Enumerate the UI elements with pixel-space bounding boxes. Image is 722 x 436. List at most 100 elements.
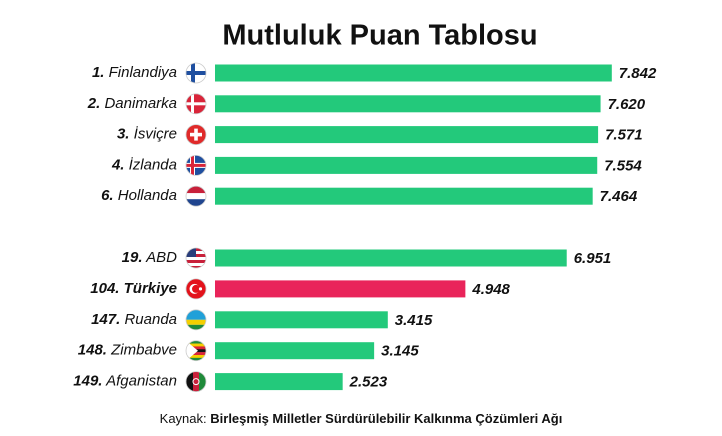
value-label: 7.464 (600, 188, 638, 205)
value-label: 7.571 (605, 127, 643, 144)
flag-part (186, 343, 206, 347)
flag (186, 124, 206, 145)
flag (186, 63, 206, 83)
flag-border (185, 93, 207, 115)
flag-border (185, 278, 207, 300)
country: Türkiye (124, 280, 177, 297)
flag-part (186, 248, 196, 257)
category-label: 149. Afganistan (73, 373, 177, 390)
flag-part (186, 193, 206, 200)
flag (186, 248, 206, 268)
flag (186, 186, 206, 207)
flag-part (192, 284, 200, 293)
flag-part (186, 346, 206, 350)
country: Ruanda (124, 311, 177, 328)
source: Kaynak: Birleşmiş Milletler Sürdürülebil… (160, 411, 563, 426)
country: Zimbabve (110, 342, 177, 359)
category-label: 19. ABD (122, 249, 177, 266)
flag-part (186, 354, 206, 359)
value-label: 4.948 (471, 281, 510, 298)
value-label: 7.620 (608, 96, 646, 113)
flag-border (185, 124, 207, 146)
rank: 104. (90, 280, 119, 297)
flag-part (186, 352, 206, 356)
category-label: 148. Zimbabve (78, 342, 177, 359)
flag-part (198, 287, 203, 291)
rank: 6. (101, 187, 114, 204)
flag-part (186, 340, 198, 361)
flag-border (185, 185, 207, 207)
rank: 19. (122, 249, 143, 266)
flag-part (186, 257, 206, 260)
rank: 1. (92, 64, 105, 81)
value-label: 3.145 (381, 343, 419, 360)
rank: 2. (87, 95, 101, 112)
flag-border (185, 247, 207, 269)
bar (215, 187, 593, 205)
flag-part (186, 263, 206, 266)
country: ABD (145, 249, 177, 266)
category-label: 1. Finlandiya (92, 64, 177, 81)
value-label: 2.523 (349, 374, 388, 391)
rank: 148. (78, 342, 107, 359)
chart-title: Mutluluk Puan Tablosu (222, 20, 537, 52)
rank: 149. (73, 373, 102, 390)
flag-part (186, 260, 206, 263)
flag-part (190, 132, 202, 137)
flag-part (199, 371, 206, 392)
bar (215, 64, 612, 82)
flag-border (185, 340, 207, 362)
country: Danimarka (104, 95, 177, 112)
flag (186, 371, 206, 392)
value-label: 3.415 (395, 312, 433, 329)
category-label: 2. Danimarka (87, 95, 177, 112)
rank: 4. (111, 156, 125, 173)
flag-part (186, 163, 206, 167)
bar (215, 126, 599, 144)
flag-part (186, 357, 206, 361)
flag-part (186, 324, 206, 330)
category-label: 4. İzlanda (111, 156, 177, 173)
country: Hollanda (118, 187, 177, 204)
source-text: Birleşmiş Milletler Sürdürülebilir Kalkı… (210, 411, 562, 426)
bar (215, 280, 466, 298)
flag-border (185, 309, 207, 331)
flag-part (186, 371, 193, 392)
flag-part (186, 340, 206, 344)
country: İzlanda (129, 156, 177, 173)
flag-part (186, 71, 206, 75)
bar (215, 373, 343, 391)
flag-part (186, 186, 206, 194)
flag-part (193, 371, 199, 392)
value-label: 6.951 (574, 250, 612, 267)
flag-part (186, 266, 206, 268)
bar (215, 311, 388, 329)
bar (215, 95, 601, 113)
flag (186, 340, 206, 361)
value-label: 7.554 (604, 157, 642, 174)
category-label: 3. İsviçre (117, 126, 177, 143)
country: İsviçre (134, 126, 177, 143)
flag-border (185, 154, 207, 176)
flag-part (186, 319, 206, 325)
source-prefix: Kaynak: (160, 411, 207, 426)
category-label: 147. Ruanda (91, 311, 177, 328)
flag (186, 155, 206, 176)
flag (186, 93, 206, 114)
bar (215, 156, 598, 174)
country: Afganistan (105, 373, 177, 390)
flag-border (185, 371, 207, 393)
flag-part (186, 199, 206, 207)
flag-border (185, 62, 207, 84)
rank: 147. (91, 311, 120, 328)
flag-part (192, 378, 200, 386)
bar (215, 249, 567, 267)
category-label: 104. Türkiye (90, 280, 177, 297)
flag-part (186, 309, 206, 320)
flag (186, 309, 206, 330)
rank: 3. (117, 126, 130, 143)
country: Finlandiya (109, 64, 177, 81)
flag-part (186, 102, 206, 106)
category-label: 6. Hollanda (101, 187, 177, 204)
